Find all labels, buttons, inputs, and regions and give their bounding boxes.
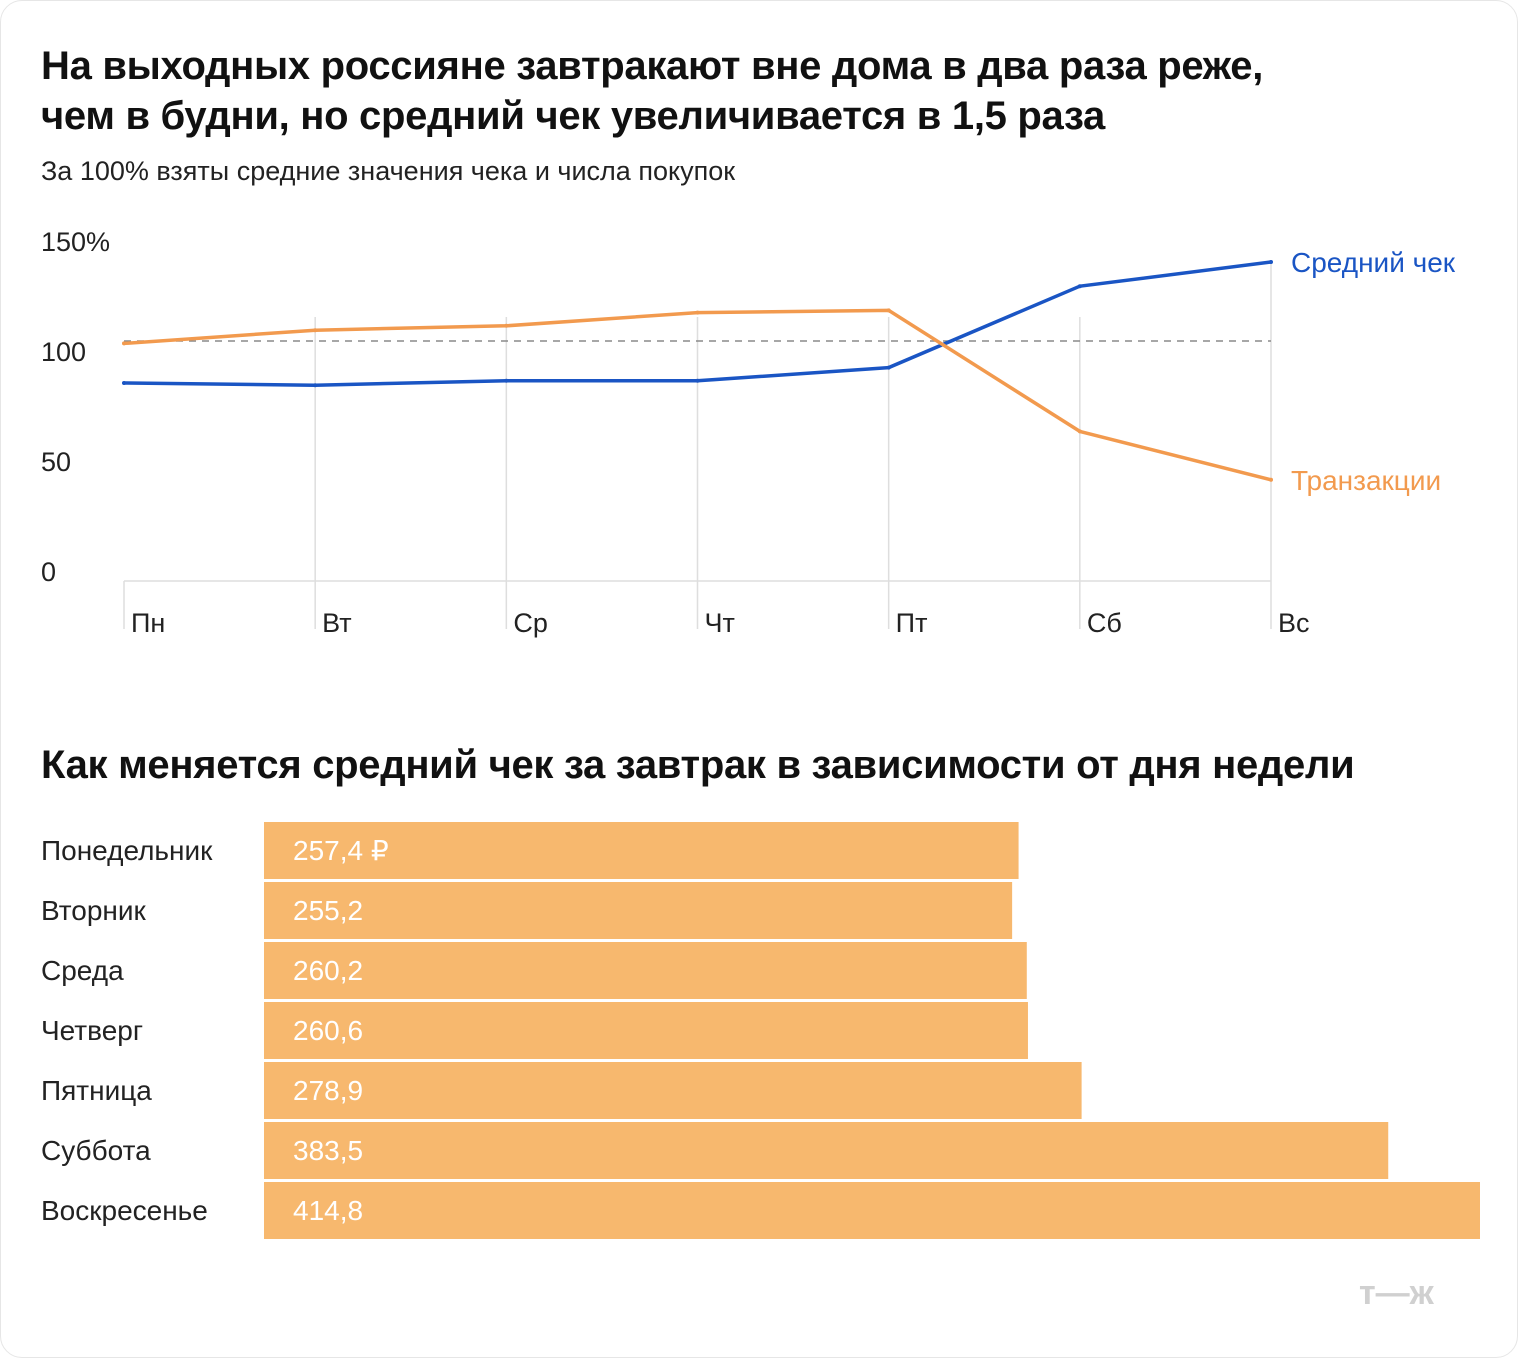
series-label-transactions: Транзакции	[1291, 465, 1441, 496]
bar-chart-title: Как меняется средний чек за завтрак в за…	[41, 743, 1355, 787]
bar-Воскресенье	[264, 1182, 1480, 1239]
data-point-transactions	[122, 341, 126, 346]
data-point-avg-check	[313, 383, 318, 388]
chart-subtitle: За 100% взяты средние значения чека и чи…	[41, 156, 736, 186]
bar-category-label: Пятница	[41, 1075, 152, 1106]
bar-category-label: Четверг	[41, 1015, 143, 1046]
data-point-avg-check	[695, 378, 700, 383]
data-point-transactions	[1269, 477, 1273, 482]
data-point-avg-check	[886, 365, 891, 370]
data-point-avg-check	[504, 378, 509, 383]
bar-value-label: 260,2	[293, 955, 363, 986]
chart-title-line-1: На выходных россияне завтракают вне дома…	[41, 44, 1264, 88]
line-chart: 150% 100 50 0 Пн Вт Ср Чт Пт Сб Вс Средний чек Транз…	[41, 227, 1456, 638]
bar-Вторник	[264, 882, 1013, 939]
bar-Пятница	[264, 1062, 1082, 1119]
chart-title: На выходных россияне завтракают вне дома…	[41, 41, 1441, 141]
x-tick-label-Пт: Пт	[896, 608, 928, 638]
bar-value-label: 257,4 ₽	[293, 835, 389, 866]
y-tick-label: 150%	[41, 227, 110, 257]
data-point-avg-check	[1269, 260, 1273, 264]
bar-Суббота	[264, 1122, 1389, 1179]
bar-category-label: Суббота	[41, 1135, 151, 1166]
bar-value-label: 278,9	[293, 1075, 363, 1106]
bar-category-label: Воскресенье	[41, 1195, 208, 1226]
x-tick-label-Чт: Чт	[705, 608, 735, 638]
bar-Понедельник	[264, 822, 1019, 879]
bar-Среда	[264, 942, 1027, 999]
y-tick-label: 0	[41, 557, 56, 587]
x-tick-label-Вт: Вт	[322, 608, 351, 638]
y-tick-label: 50	[41, 447, 71, 477]
series-label-avg-check: Средний чек	[1291, 247, 1456, 278]
bar-chart: Понедельник 257,4 ₽ Вторник 255,2 Среда 260,2…	[41, 822, 1480, 1239]
data-point-transactions	[886, 308, 891, 313]
data-point-avg-check	[122, 381, 126, 385]
bar-value-label: 383,5	[293, 1135, 363, 1166]
data-point-transactions	[313, 328, 318, 333]
x-tick-label-Сб: Сб	[1087, 608, 1122, 638]
data-point-transactions	[695, 310, 700, 315]
bar-category-label: Среда	[41, 955, 124, 986]
chart-title-line-2: чем в будни, но средний чек увеличиваетс…	[41, 94, 1105, 138]
bar-value-label: 260,6	[293, 1015, 363, 1046]
bar-category-label: Понедельник	[41, 835, 213, 866]
y-tick-label: 100	[41, 337, 86, 367]
data-point-avg-check	[1077, 284, 1082, 289]
bar-Четверг	[264, 1002, 1028, 1059]
logo-text: т—ж	[1359, 1276, 1435, 1312]
x-tick-label-Ср: Ср	[513, 608, 548, 638]
bar-category-label: Вторник	[41, 895, 147, 926]
data-point-transactions	[1077, 429, 1082, 434]
x-tick-label-Пн: Пн	[131, 608, 165, 638]
bar-value-label: 255,2	[293, 895, 363, 926]
data-point-transactions	[504, 323, 509, 328]
bar-value-label: 414,8	[293, 1195, 363, 1226]
x-tick-label-Вс: Вс	[1278, 608, 1310, 638]
tzh-logo: т—ж	[1359, 1276, 1435, 1312]
